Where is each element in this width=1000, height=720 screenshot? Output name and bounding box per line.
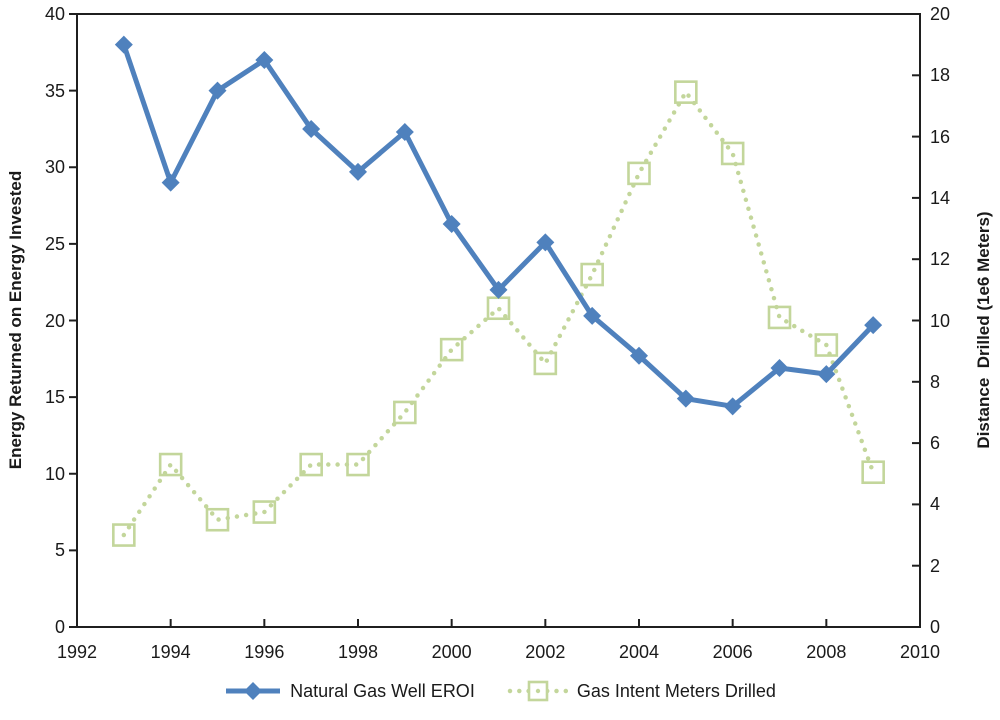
right-axis-tick-label: 14 xyxy=(930,187,951,208)
right-axis-tick-label: 6 xyxy=(930,433,941,454)
eroi-marker xyxy=(770,359,789,378)
right-axis-tick-label: 20 xyxy=(930,4,951,24)
drilled-marker xyxy=(814,333,839,357)
drilled-marker xyxy=(627,161,651,186)
right-axis-tick-label: 0 xyxy=(930,617,941,637)
drilled-marker xyxy=(767,305,792,330)
left-axis-tick-label: 5 xyxy=(54,540,65,561)
eroi-marker xyxy=(536,233,555,252)
drilled-line xyxy=(121,88,876,538)
eroi-marker xyxy=(864,316,883,335)
left-axis-tick-label: 20 xyxy=(44,310,65,331)
eroi-marker xyxy=(114,35,133,54)
drilled-marker xyxy=(674,80,698,104)
right-axis-tick-label: 16 xyxy=(930,126,951,147)
x-axis-tick-label: 2006 xyxy=(712,642,753,662)
drilled-marker xyxy=(533,351,558,376)
left-axis-tick-label: 25 xyxy=(44,233,65,254)
x-axis-tick-label: 1994 xyxy=(150,642,191,662)
x-axis-tick-label: 2002 xyxy=(525,642,566,662)
right-axis-tick-label: 8 xyxy=(930,371,941,392)
x-axis-tick-label: 1992 xyxy=(56,642,98,662)
right-axis-tick-label: 4 xyxy=(930,494,941,515)
x-axis-tick-label: 1996 xyxy=(244,642,285,662)
chart-legend: Natural Gas Well EROI Gas Intent Meters … xyxy=(0,680,1000,702)
x-axis-tick-label: 2000 xyxy=(431,642,472,662)
eroi-line xyxy=(121,43,875,409)
drilled-marker xyxy=(861,460,885,485)
right-axis-title: Distance Drilled (1e6 Meters) xyxy=(974,211,993,449)
x-axis-tick-label: 2010 xyxy=(899,642,941,662)
drilled-marker xyxy=(580,262,604,287)
eroi-marker xyxy=(208,81,227,100)
drilled-marker xyxy=(346,452,370,477)
drilled-marker xyxy=(112,523,136,547)
legend-item-drilled: Gas Intent Meters Drilled xyxy=(507,680,776,702)
drilled-marker xyxy=(720,141,745,166)
x-axis-tick-label: 2008 xyxy=(806,642,847,662)
eroi-marker xyxy=(349,162,367,181)
legend-item-eroi: Natural Gas Well EROI xyxy=(224,681,475,702)
drilled-marker xyxy=(299,452,323,477)
drilled-marker xyxy=(439,337,464,362)
left-axis-tick-label: 35 xyxy=(44,80,65,101)
left-axis-tick-label: 30 xyxy=(44,157,65,178)
right-axis-tick-label: 2 xyxy=(930,555,941,576)
right-axis-tick-label: 18 xyxy=(930,65,951,86)
eroi-marker xyxy=(817,365,836,384)
eroi-marker xyxy=(723,397,742,416)
eroi-marker xyxy=(255,50,274,69)
eroi-marker xyxy=(676,389,695,408)
plot-border xyxy=(76,13,921,628)
right-axis-tick-label: 12 xyxy=(930,249,951,270)
left-axis-tick-label: 0 xyxy=(54,617,65,637)
eroi-marker xyxy=(583,306,602,325)
drilled-line-sample-icon xyxy=(507,680,569,702)
right-axis-tick-label: 10 xyxy=(930,310,951,331)
x-axis-tick-label: 2004 xyxy=(618,642,660,662)
eroi-marker xyxy=(442,214,461,233)
left-axis-tick-label: 15 xyxy=(44,387,65,408)
eroi-marker xyxy=(395,123,414,142)
left-axis-tick-label: 40 xyxy=(44,4,65,24)
legend-label-eroi: Natural Gas Well EROI xyxy=(290,680,475,701)
legend-label-drilled: Gas Intent Meters Drilled xyxy=(576,680,776,701)
eroi-line-sample-icon xyxy=(226,682,281,700)
drilled-marker xyxy=(252,500,277,524)
left-axis-tick-label: 10 xyxy=(44,463,65,484)
eroi-marker xyxy=(302,119,321,138)
eroi-marker xyxy=(161,173,180,192)
drilled-marker xyxy=(393,400,417,425)
eroi-marker xyxy=(630,346,648,365)
x-axis-tick-label: 1998 xyxy=(337,642,379,662)
drilled-marker xyxy=(205,507,230,532)
drilled-marker xyxy=(158,452,183,477)
eroi-marker xyxy=(489,280,508,299)
